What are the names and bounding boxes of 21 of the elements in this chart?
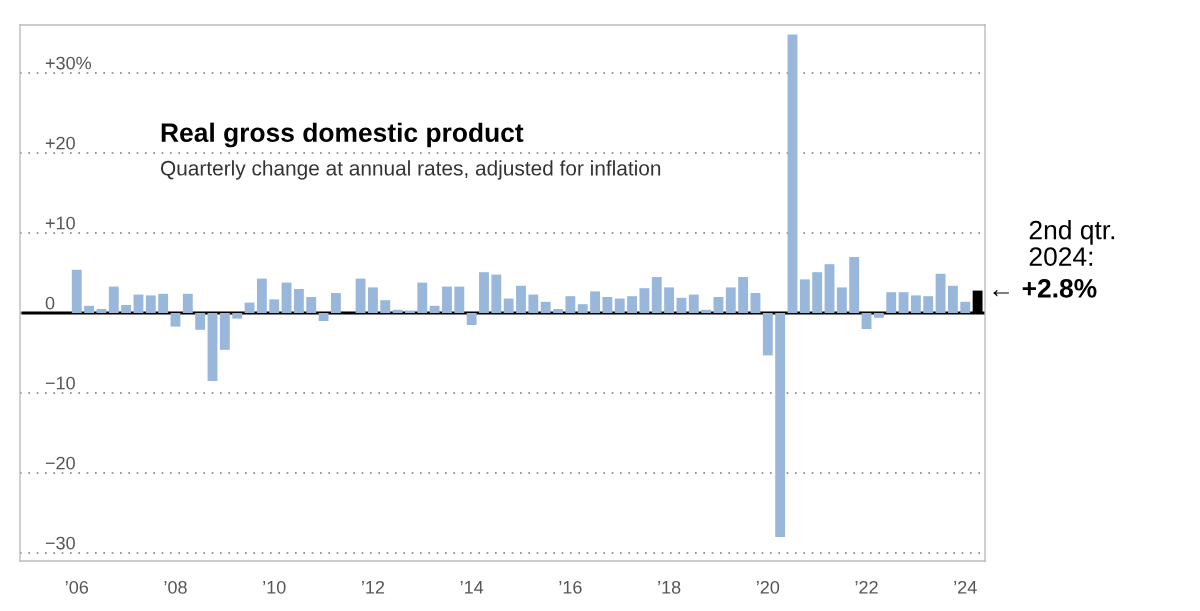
x-tick-label: ’16: [559, 580, 582, 594]
y-tick-label: 0: [45, 296, 55, 310]
x-tick-label: ’18: [658, 580, 681, 594]
text: 2nd qtr. 2024:: [1029, 220, 1115, 266]
y-tick-label: −20: [45, 456, 75, 470]
y-tick-label: −10: [45, 376, 75, 390]
x-tick-label: ’10: [263, 580, 286, 594]
x-tick-label: ’12: [362, 580, 385, 594]
x-tick-label: ’20: [756, 580, 780, 594]
x-tick-label: ’24: [954, 580, 977, 594]
y-tick-label: +30%: [45, 56, 92, 70]
x-tick-label: ’08: [164, 580, 187, 594]
text: Real gross domestic product: [161, 122, 524, 148]
x-tick-label: ’14: [460, 581, 484, 594]
y-tick-label: +10: [45, 216, 75, 230]
y-tick-label: −30: [45, 536, 75, 550]
text: Quarterly change at annual rates, adjusted for inflation: [160, 160, 661, 180]
x-tick-label: ’22: [855, 580, 878, 594]
y-tick-label: +20: [45, 136, 75, 150]
x-tick-label: ’06: [65, 580, 89, 594]
text: ← +2.8%: [993, 279, 1097, 298]
